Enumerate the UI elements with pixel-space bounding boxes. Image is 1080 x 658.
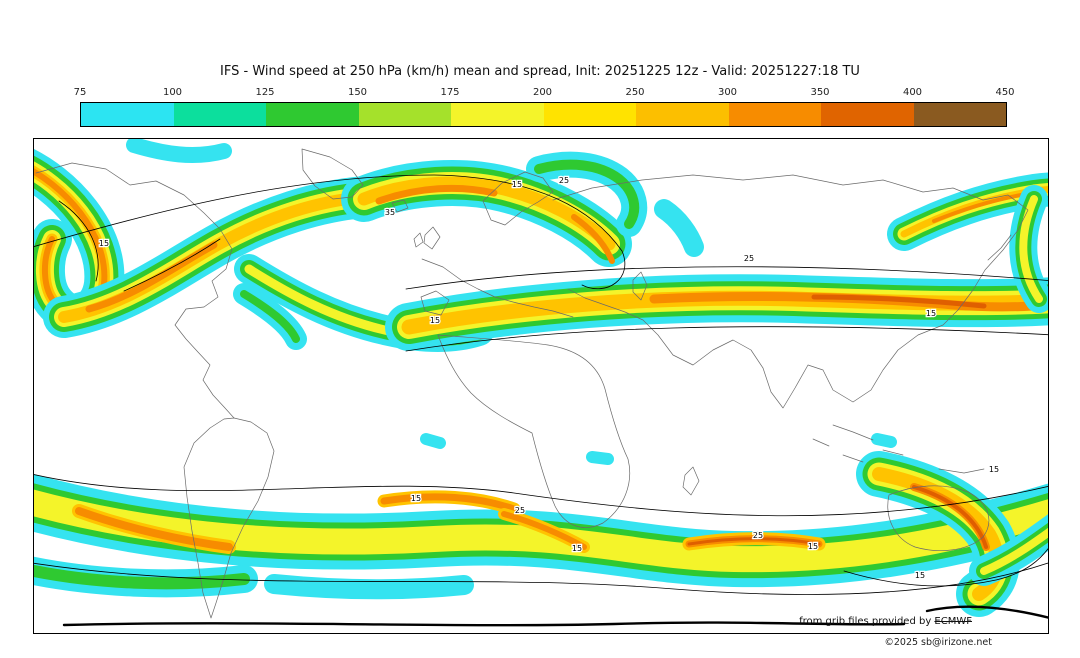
coastline — [413, 232, 424, 248]
coastlines — [35, 148, 1029, 619]
coastline — [421, 258, 574, 318]
colorbar-tick: 250 — [625, 87, 645, 98]
colorbar-segment — [913, 103, 1006, 126]
wind-band-layer — [871, 433, 897, 448]
contour-label: 15 — [989, 465, 999, 474]
wind-band-layer — [586, 451, 614, 465]
coastline — [183, 417, 275, 619]
colorbar-tick: 125 — [255, 87, 275, 98]
contour-label: 15 — [411, 494, 421, 503]
contour-label: 15 — [808, 542, 818, 551]
coastline — [420, 290, 450, 316]
coastline — [552, 174, 1029, 409]
coastline — [812, 438, 830, 447]
coastline — [437, 334, 631, 528]
colorbar-ticks: 75 100 125 150 175 200 250 300 350 400 4… — [74, 87, 1015, 100]
coastline — [35, 162, 235, 419]
colorbar-tick: 75 — [73, 87, 87, 98]
colorbar-tick: 350 — [810, 87, 830, 98]
contour-label: 15 — [915, 571, 925, 580]
colorbar-segment — [821, 103, 914, 126]
colorbar-segment — [266, 103, 359, 126]
wind-bands — [34, 139, 1048, 594]
contour-label: 25 — [515, 506, 525, 515]
colorbar-segment — [358, 103, 451, 126]
wind-band-layer — [274, 584, 464, 589]
copyright: ©2025 sb@irizone.net — [884, 637, 992, 648]
data-credit: from grib files provided by ECMWF — [799, 616, 972, 627]
contour-label: 15 — [99, 239, 109, 248]
coastline — [987, 234, 1012, 261]
coastline — [842, 454, 864, 463]
colorbar-tick: 175 — [440, 87, 460, 98]
colorbar-tick: 450 — [995, 87, 1015, 98]
coastline — [832, 424, 874, 441]
chart-title: IFS - Wind speed at 250 hPa (km/h) mean … — [220, 64, 860, 79]
contour-label: 15 — [430, 316, 440, 325]
colorbar-tick: 200 — [532, 87, 553, 98]
coastline — [391, 199, 409, 213]
map-canvas: 35 15 25 15 25 15 15 15 25 15 25 15 15 1… — [34, 139, 1048, 627]
coastline — [482, 171, 554, 226]
colorbar — [80, 102, 1007, 127]
coastline — [882, 449, 904, 456]
colorbar-tick: 400 — [902, 87, 923, 98]
colorbar-segment — [451, 103, 544, 126]
colorbar-segment — [81, 103, 174, 126]
coastline — [682, 466, 700, 496]
wind-band-layer — [420, 433, 446, 449]
coastline — [938, 468, 985, 474]
contour-label: 15 — [512, 180, 522, 189]
contour-label: 25 — [744, 254, 754, 263]
colorbar-tick: 100 — [162, 87, 183, 98]
colorbar-segment — [636, 103, 729, 126]
contour-label: 25 — [753, 531, 763, 540]
map-panel: 35 15 25 15 25 15 15 15 25 15 25 15 15 1… — [33, 138, 1049, 634]
antarctica-coast — [62, 621, 906, 627]
contour-labels: 35 15 25 15 25 15 15 15 25 15 25 15 15 1… — [98, 175, 1001, 582]
colorbar-segment — [173, 103, 266, 126]
colorbar-tick: 150 — [347, 87, 368, 98]
wind-band-layer — [664, 209, 694, 247]
data-credit-text: from grib files provided by — [799, 616, 935, 627]
wind-band-layer — [126, 139, 232, 163]
coastline — [423, 226, 441, 250]
contour-label: 35 — [385, 208, 395, 217]
coastline — [301, 148, 364, 200]
ecmwf-label: ECMWF — [934, 616, 972, 627]
contour-label: 25 — [559, 176, 569, 185]
colorbar-segment — [543, 103, 636, 126]
coastline — [632, 271, 648, 301]
contour-label: 15 — [926, 309, 936, 318]
contour-label: 15 — [572, 544, 582, 553]
colorbar-segment — [728, 103, 821, 126]
coastline — [887, 485, 990, 551]
colorbar-tick: 300 — [717, 87, 738, 98]
